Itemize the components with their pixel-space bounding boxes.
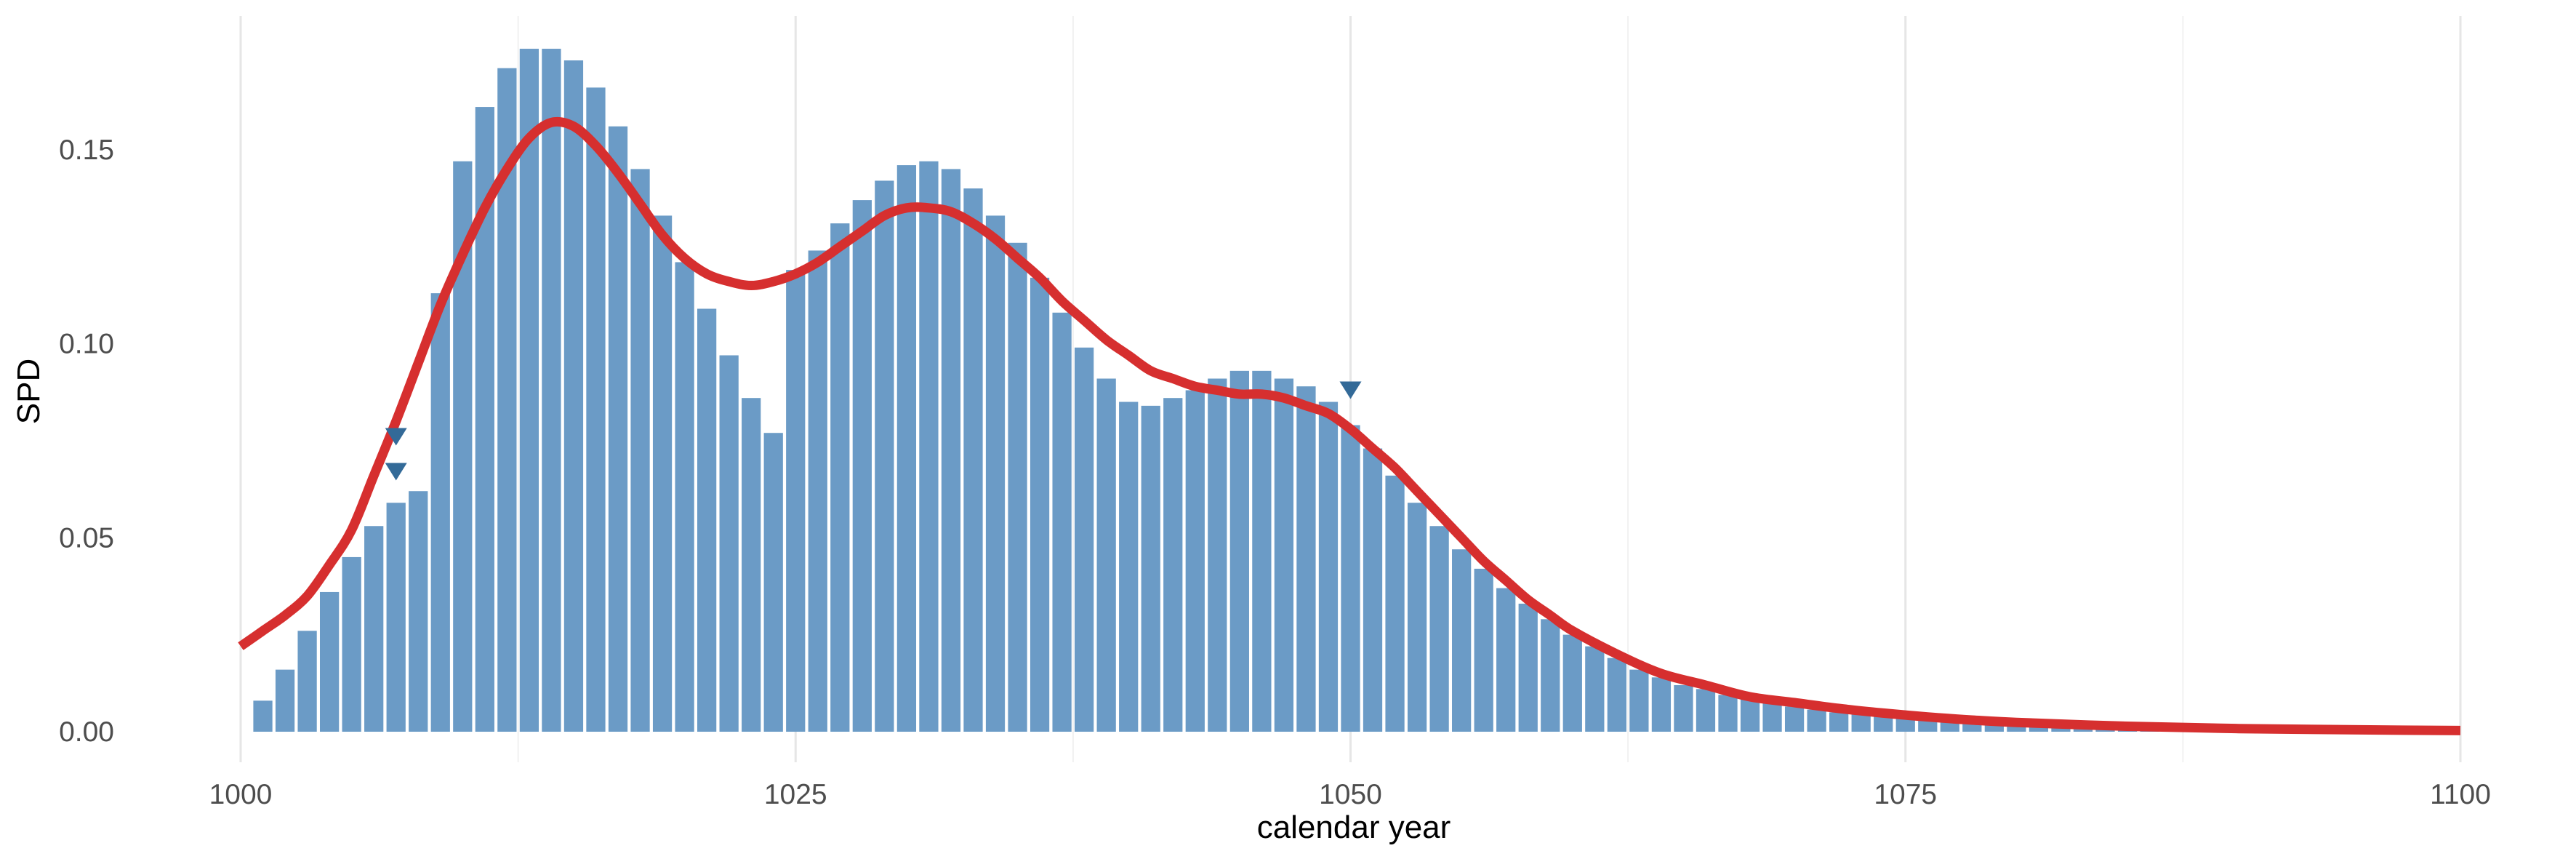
x-tick-label: 1100 <box>2430 779 2491 810</box>
spd-bar <box>852 200 872 732</box>
spd-bar <box>342 556 361 732</box>
spd-bar <box>1518 603 1538 732</box>
spd-bar <box>1807 709 1826 732</box>
spd-bar <box>1651 677 1672 732</box>
spd-bar <box>1740 698 1760 732</box>
spd-bar <box>1429 526 1449 732</box>
spd-bar <box>2029 724 2049 732</box>
spd-bar <box>364 526 384 732</box>
spd-bar <box>1474 568 1493 732</box>
spd-bar <box>1229 370 1249 732</box>
spd-bar <box>1541 619 1560 732</box>
spd-bar <box>1784 706 1805 732</box>
spd-bar <box>1585 646 1605 732</box>
grid-layer <box>239 16 2462 762</box>
triangle-marker <box>385 428 407 446</box>
spd-bar <box>275 669 295 732</box>
y-tick-label: 0.00 <box>59 716 114 748</box>
axis-layer: 1000 1025 1050 1075 1100 0.00 0.05 0.10 0.15 <box>59 135 2491 810</box>
spd-bar <box>719 355 739 732</box>
spd-bar <box>1096 378 1116 732</box>
spd-bar <box>1984 723 2004 732</box>
spd-bar <box>875 180 894 732</box>
spd-bar <box>1918 719 1938 732</box>
spd-bar <box>608 126 628 732</box>
spd-bar <box>1119 401 1139 732</box>
spd-bar <box>1052 312 1072 732</box>
spd-bar <box>430 293 450 732</box>
spd-bar <box>963 188 983 732</box>
spd-bar <box>1874 716 1893 732</box>
spd-bar <box>1185 390 1205 732</box>
x-tick-label: 1025 <box>764 779 827 810</box>
density-line-layer <box>238 116 2461 735</box>
x-tick-label: 1050 <box>1319 779 1382 810</box>
spd-bar <box>586 87 606 732</box>
spd-bar <box>1674 684 1693 732</box>
spd-bar <box>1385 475 1405 732</box>
spd-bar <box>1008 242 1027 732</box>
spd-bar <box>1718 695 1738 732</box>
spd-bar <box>1163 398 1183 732</box>
y-tick-label: 0.10 <box>59 329 114 360</box>
spd-bar <box>697 308 717 732</box>
y-tick-label: 0.15 <box>59 135 114 166</box>
y-axis-title: SPD <box>11 359 47 424</box>
spd-bar <box>1030 277 1050 732</box>
spd-bar <box>1629 669 1649 732</box>
spd-density-line <box>238 116 2461 735</box>
spd-bar <box>386 503 406 732</box>
spd-bar <box>1895 718 1915 732</box>
spd-bar <box>1562 634 1582 732</box>
spd-bar <box>1407 503 1427 732</box>
spd-bar <box>563 60 584 732</box>
spd-bar <box>1318 401 1339 732</box>
spd-bar <box>2007 724 2026 732</box>
spd-bar <box>253 700 273 732</box>
spd-bar <box>1696 689 1716 732</box>
spd-bar <box>652 215 673 732</box>
spd-bar <box>1829 712 1849 732</box>
spd-bar <box>896 165 917 732</box>
x-axis-title: calendar year <box>1257 810 1451 845</box>
spd-bar <box>1141 405 1160 732</box>
x-tick-label: 1075 <box>1874 779 1937 810</box>
marker-layer <box>385 381 1362 481</box>
spd-bar <box>941 169 961 732</box>
spd-bar <box>519 49 539 732</box>
spd-bar <box>742 398 761 732</box>
spd-bar <box>1851 714 1871 732</box>
spd-bar <box>985 215 1006 732</box>
spd-bar <box>1762 702 1782 732</box>
spd-bar <box>409 491 428 732</box>
triangle-marker <box>1339 381 1362 399</box>
spd-bar <box>1075 347 1094 732</box>
triangle-marker <box>385 463 407 481</box>
spd-bar <box>763 433 783 732</box>
spd-bar <box>786 270 806 732</box>
spd-bar <box>1341 425 1360 732</box>
spd-bar <box>1607 658 1626 732</box>
spd-bar <box>919 161 939 732</box>
spd-bar <box>1274 378 1294 732</box>
spd-bar <box>830 223 850 732</box>
x-tick-label: 1000 <box>209 779 273 810</box>
spd-bar <box>1363 448 1383 732</box>
y-tick-label: 0.05 <box>59 522 114 554</box>
spd-bar <box>1252 370 1272 732</box>
spd-bar <box>1296 386 1316 732</box>
spd-bar <box>1496 588 1516 732</box>
spd-bar <box>808 250 827 732</box>
spd-bar <box>319 591 340 732</box>
bars-layer <box>253 49 2448 732</box>
spd-bar <box>297 631 317 732</box>
spd-bar <box>630 169 650 732</box>
spd-bar <box>542 49 561 732</box>
spd-bar <box>1452 549 1472 732</box>
spd-bar <box>675 262 694 732</box>
spd-bar <box>1208 378 1227 732</box>
